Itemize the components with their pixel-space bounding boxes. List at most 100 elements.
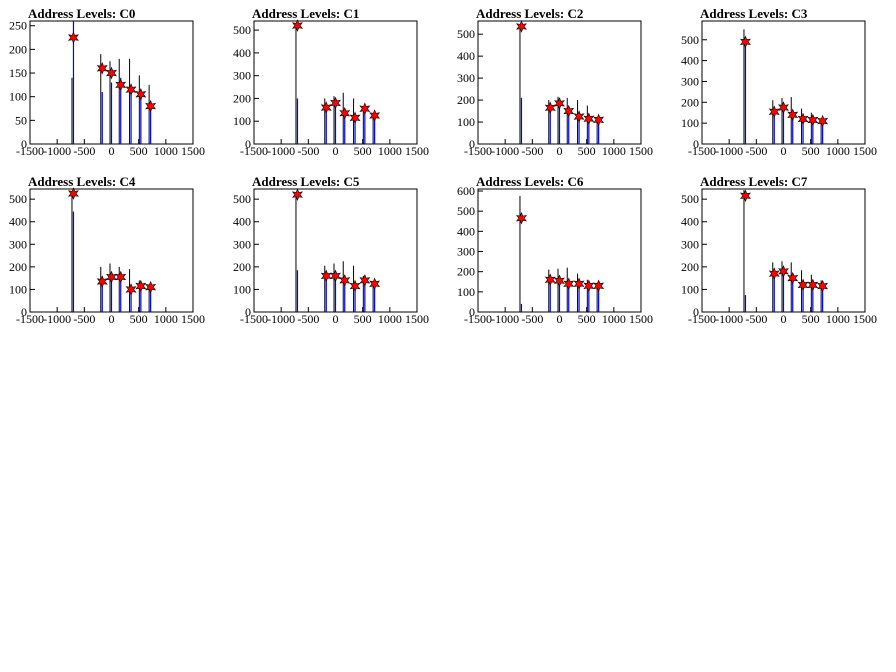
x-tick-label: -1500 — [464, 144, 492, 158]
peak-star-marker — [593, 279, 605, 293]
y-tick-label: 200 — [233, 260, 251, 274]
peak-star-marker — [768, 267, 780, 280]
peak-star-marker — [554, 97, 565, 110]
peak-star-marker — [145, 280, 157, 294]
x-tick-label: -1000 — [491, 312, 519, 326]
x-tick-label: 500 — [130, 312, 148, 326]
y-tick-label: 600 — [457, 184, 475, 198]
peak-star-marker — [807, 113, 819, 127]
peak-star-marker — [563, 104, 575, 118]
peak-star-marker — [554, 274, 565, 288]
x-tick-label: -500 — [73, 312, 95, 326]
peak-star-marker — [787, 271, 799, 285]
x-tick-label: 0 — [781, 312, 787, 326]
peak-star-marker — [339, 106, 351, 120]
peak-star-marker — [817, 114, 829, 128]
chart-title: Address Levels: C6 — [476, 174, 584, 189]
peak-star-marker — [369, 277, 381, 291]
x-tick-label: -1500 — [16, 144, 44, 158]
y-tick-label: 300 — [457, 71, 475, 85]
x-tick-label: 0 — [781, 144, 787, 158]
peak-star-marker — [67, 31, 79, 44]
x-tick-label: 1500 — [629, 312, 653, 326]
y-tick-label: 100 — [9, 282, 27, 296]
x-tick-label: 1000 — [154, 144, 178, 158]
peak-star-marker — [563, 277, 575, 291]
peak-star-marker — [573, 277, 585, 291]
x-tick-label: 500 — [578, 144, 596, 158]
chart-title: Address Levels: C2 — [476, 6, 583, 21]
y-tick-label: 200 — [9, 42, 27, 56]
panel-c7: Address Levels: C70100200300400500-1500-… — [681, 174, 877, 326]
x-tick-label: 0 — [109, 312, 115, 326]
y-tick-label: 100 — [233, 114, 251, 128]
x-tick-label: 0 — [333, 144, 339, 158]
x-tick-label: -500 — [73, 144, 95, 158]
peak-star-marker — [768, 105, 780, 118]
x-tick-label: 500 — [802, 144, 820, 158]
y-tick-label: 500 — [457, 27, 475, 41]
y-tick-label: 300 — [457, 245, 475, 259]
panel-c4: Address Levels: C40100200300400500-1500-… — [9, 174, 205, 326]
peak-star-marker — [807, 278, 819, 292]
y-tick-label: 0 — [21, 305, 27, 319]
peak-star-marker — [817, 279, 829, 293]
x-tick-label: 1000 — [826, 144, 850, 158]
peak-star-marker — [145, 99, 157, 113]
panel-c1: Address Levels: C10100200300400500-1500-… — [233, 6, 429, 158]
x-tick-label: 500 — [578, 312, 596, 326]
x-tick-label: -1500 — [240, 312, 268, 326]
peak-star-marker — [593, 113, 605, 127]
panel-c0: Address Levels: C0 0 50 100 150 200 250 -1500 -1… — [9, 6, 205, 158]
x-tick-label: -500 — [297, 312, 319, 326]
x-tick-label: 0 — [333, 312, 339, 326]
peak-star-marker — [515, 20, 527, 33]
y-tick-label: 300 — [233, 237, 251, 251]
peak-star-marker — [115, 270, 127, 284]
x-tick-label: 1000 — [826, 312, 850, 326]
y-tick-label: 300 — [233, 69, 251, 83]
x-tick-label: -1500 — [240, 144, 268, 158]
y-tick-label: 200 — [681, 260, 699, 274]
peak-star-marker — [797, 278, 809, 292]
x-tick-label: 1500 — [181, 144, 205, 158]
peak-star-marker — [115, 78, 127, 92]
peak-star-marker — [125, 283, 137, 296]
x-tick-label: 1500 — [853, 312, 877, 326]
chart-title: Address Levels: C7 — [700, 174, 808, 189]
y-tick-label: 100 — [457, 115, 475, 129]
x-tick-label: -1500 — [464, 312, 492, 326]
peak-star-marker — [320, 269, 332, 283]
peak-star-marker — [339, 274, 351, 287]
peak-star-marker — [544, 273, 556, 287]
x-tick-label: -500 — [745, 144, 767, 158]
x-tick-label: 500 — [130, 144, 148, 158]
peak-star-marker — [583, 112, 595, 126]
x-tick-label: -500 — [521, 144, 543, 158]
x-tick-label: 1500 — [853, 144, 877, 158]
y-tick-label: 400 — [233, 215, 251, 229]
x-tick-label: -500 — [521, 312, 543, 326]
y-tick-label: 400 — [233, 46, 251, 60]
x-tick-label: -500 — [297, 144, 319, 158]
y-tick-label: 200 — [681, 95, 699, 109]
x-tick-label: 500 — [354, 144, 372, 158]
x-tick-label: 1000 — [602, 312, 626, 326]
peak-star-marker — [359, 102, 371, 115]
y-tick-label: 500 — [681, 33, 699, 47]
y-tick-label: 300 — [681, 74, 699, 88]
y-tick-label: 200 — [9, 260, 27, 274]
x-tick-label: -1500 — [16, 312, 44, 326]
chart-title: Address Levels: C4 — [28, 174, 136, 189]
peak-star-marker — [515, 211, 527, 225]
peak-star-marker — [778, 265, 789, 278]
x-tick-label: 0 — [557, 312, 563, 326]
y-tick-label: 0 — [469, 305, 475, 319]
peak-star-marker — [349, 111, 361, 125]
x-tick-label: -1000 — [267, 144, 295, 158]
y-tick-label: 200 — [457, 265, 475, 279]
chart-title: Address Levels: C3 — [700, 6, 808, 21]
peak-star-marker — [359, 274, 371, 287]
peak-star-marker — [739, 35, 751, 49]
